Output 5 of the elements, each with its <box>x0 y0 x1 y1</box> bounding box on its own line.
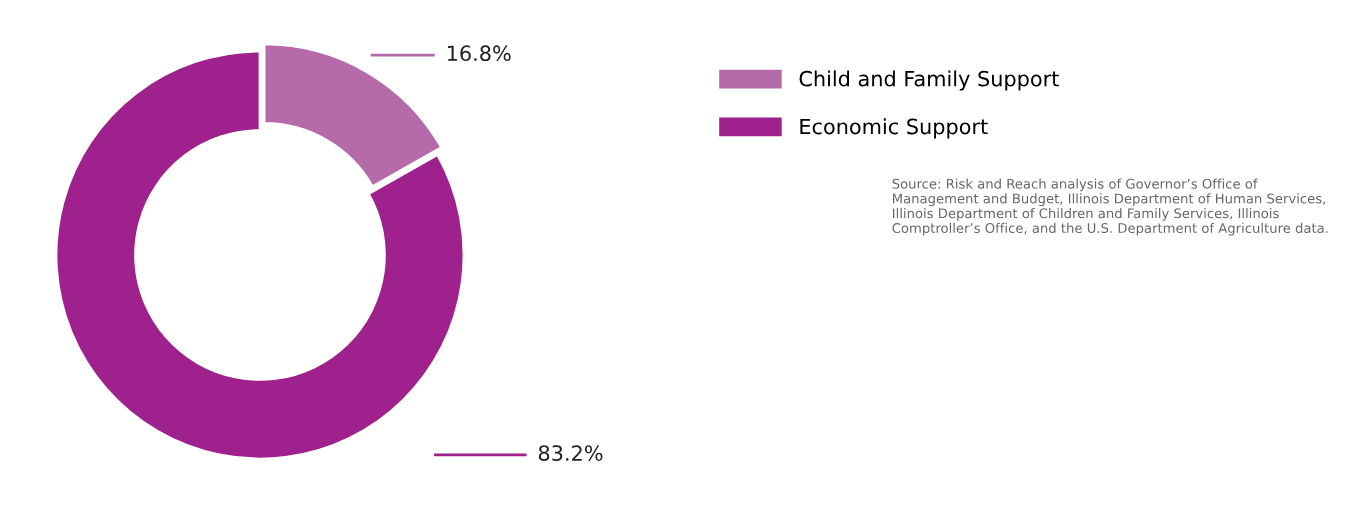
source-note: Source: Risk and Reach analysis of Governor’s Office of Management and Budget, Illinois Department of Human Services, Illinois Department of Children and Family Services, Illinois Comptroller’s Office, and the U.S. Department of Agriculture data. <box>892 178 1328 236</box>
data-label: 83.2% <box>538 445 603 461</box>
legend-label: Child and Family Support <box>799 70 1059 91</box>
legend-label: Economic Support <box>800 118 988 139</box>
data-label: 16.8% <box>447 45 511 62</box>
